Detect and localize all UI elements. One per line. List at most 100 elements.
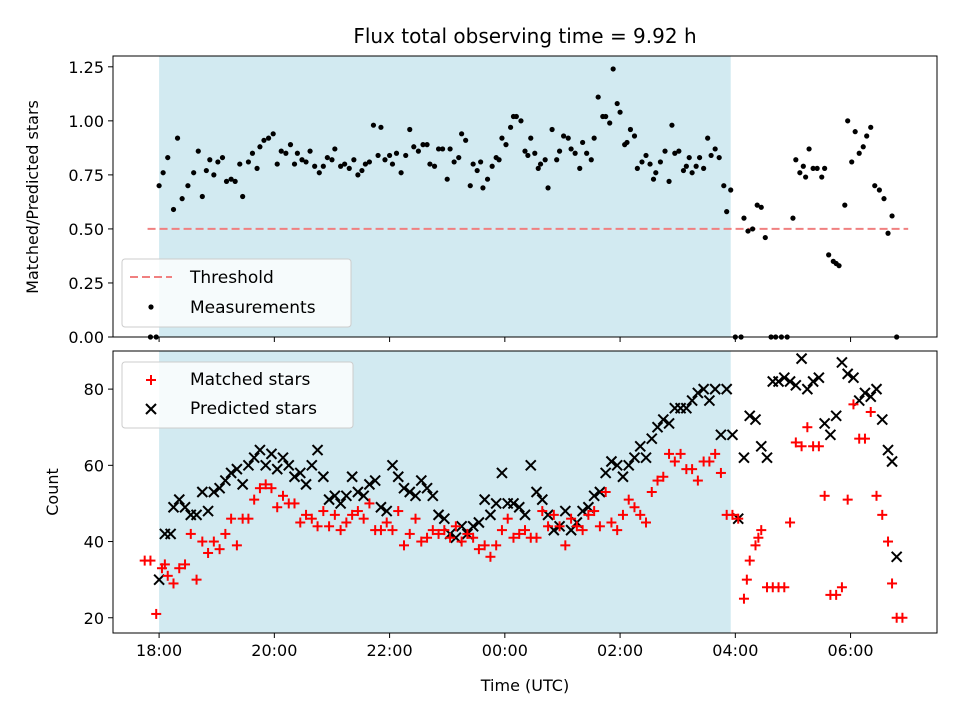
matched-star-point <box>191 574 202 585</box>
measurement-point <box>860 144 866 150</box>
measurement-point <box>411 144 417 150</box>
measurement-point <box>415 148 421 154</box>
measurement-point <box>274 161 280 167</box>
measurement-point <box>876 187 882 193</box>
predicted-star-point <box>329 490 341 502</box>
top-y-tick-label-2: 0.50 <box>68 220 104 239</box>
measurement-point <box>639 159 645 165</box>
matched-star-point <box>779 582 790 593</box>
predicted-star-point <box>386 459 399 472</box>
matched-star-point <box>831 589 842 600</box>
top-y-tick-label-3: 0.75 <box>68 166 104 185</box>
measurement-point <box>507 124 514 130</box>
predicted-star-point <box>179 501 191 513</box>
predicted-star-point <box>357 490 370 502</box>
measurement-point <box>532 150 538 156</box>
measurement-point <box>303 159 309 165</box>
measurement-point <box>237 161 243 167</box>
measurement-point <box>518 118 524 124</box>
predicted-star-point <box>651 421 664 433</box>
predicted-star-point <box>865 391 877 403</box>
measurement-point <box>686 154 692 161</box>
measurement-point <box>542 157 548 163</box>
measurement-point <box>650 176 657 182</box>
predicted-star-point <box>890 551 903 563</box>
predicted-star-point <box>173 493 185 506</box>
matched-star-point <box>785 517 796 528</box>
measurement-point <box>572 150 578 156</box>
predicted-star-point <box>190 509 203 521</box>
predicted-star-point <box>634 440 646 452</box>
measurement-point <box>312 163 318 169</box>
measurement-point <box>320 163 326 169</box>
predicted-star-point <box>455 520 468 533</box>
matched-star-point <box>214 544 225 555</box>
measurement-point <box>728 187 734 193</box>
measurement-point <box>431 163 438 169</box>
measurement-point <box>307 148 313 154</box>
matched-star-point <box>174 563 185 574</box>
chart-title: Flux total observing time = 9.92 h <box>353 24 696 48</box>
measurement-point <box>754 202 760 208</box>
measurement-point <box>810 165 816 171</box>
predicted-star-point <box>663 417 675 430</box>
measurement-point <box>270 131 276 137</box>
predicted-star-point <box>859 387 871 399</box>
measurement-point <box>191 170 197 176</box>
measurement-point <box>211 172 217 178</box>
measurement-point <box>842 202 848 208</box>
predicted-star-point <box>692 387 704 399</box>
matched-star-point <box>571 521 582 532</box>
matched-star-point <box>617 509 628 520</box>
measurement-point <box>232 178 238 184</box>
measurement-points <box>147 66 900 340</box>
measurement-point <box>549 126 555 133</box>
top-axes-frame <box>112 55 938 338</box>
matched-star-point <box>531 532 542 543</box>
legend-threshold-label: Threshold <box>189 268 274 288</box>
measurement-point <box>283 150 289 156</box>
matched-star-point <box>404 528 415 539</box>
predicted-star-point <box>847 371 860 384</box>
measurement-point <box>708 152 714 159</box>
top-y-tick-label-5: 1.25 <box>68 58 104 77</box>
measurement-point <box>294 150 300 156</box>
legend-matched-label: Matched stars <box>190 370 310 390</box>
predicted-star-point <box>311 444 324 456</box>
measurement-point <box>287 142 294 148</box>
predicted-star-point <box>507 497 520 510</box>
measurement-point <box>568 146 574 152</box>
measurement-point <box>864 133 870 139</box>
matched-star-point <box>260 479 271 490</box>
predicted-star-point <box>432 509 445 521</box>
matched-star-point <box>687 464 698 475</box>
bottom-y-tick-label-0: 20 <box>84 609 104 628</box>
predicted-star-point <box>334 497 347 510</box>
matched-star-point <box>159 559 170 570</box>
measurement-point <box>721 183 727 189</box>
predicted-star-point <box>726 429 739 441</box>
measurement-point <box>393 150 400 156</box>
matched-star-point <box>151 608 162 619</box>
predicted-star-point <box>236 478 249 491</box>
predicted-star-point <box>300 478 312 491</box>
measurement-point <box>420 142 426 148</box>
measurement-point <box>265 135 272 141</box>
measurement-point <box>480 185 486 191</box>
measurement-point <box>793 157 799 163</box>
predicted-star-point <box>824 429 837 441</box>
measurement-point <box>856 150 862 156</box>
predicted-star-point <box>259 459 272 472</box>
bottom-y-tick-label-1: 40 <box>84 533 104 552</box>
measurement-point <box>588 157 594 163</box>
measurement-point <box>447 146 453 152</box>
predicted-star-point <box>409 490 422 502</box>
matched-star-point <box>664 448 675 459</box>
measurement-point <box>459 131 465 137</box>
measurement-point <box>496 157 502 163</box>
predicted-star-point <box>352 486 364 498</box>
predicted-star-point <box>772 375 785 388</box>
measurement-point <box>513 113 519 120</box>
measurement-point <box>474 167 480 174</box>
